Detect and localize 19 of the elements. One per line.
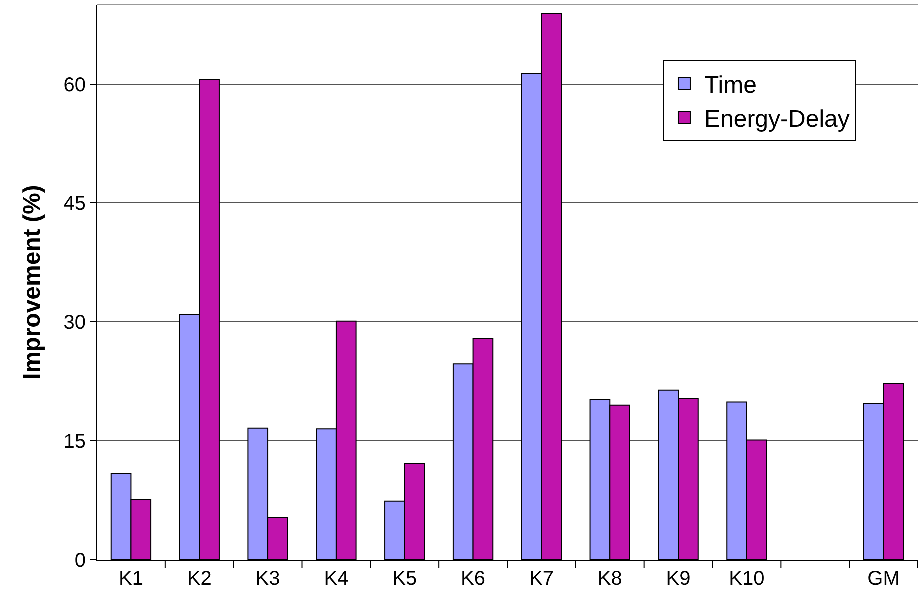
x-tick-label: K1 (118, 568, 144, 590)
x-tick-label: K8 (598, 568, 622, 590)
legend-label: Time (704, 72, 757, 99)
x-tick-label: K10 (729, 568, 765, 590)
y-axis-title: Improvement (%) (18, 185, 46, 380)
x-tick-label: K6 (461, 568, 486, 590)
x-tick-label: K5 (392, 568, 418, 590)
y-tick-label: 60 (64, 74, 86, 96)
x-tick-label: K3 (256, 568, 280, 590)
x-tick-label: K2 (187, 568, 212, 590)
y-tick-label: 0 (74, 550, 86, 572)
y-tick-label: 15 (64, 431, 86, 454)
x-tick-label: K7 (529, 568, 554, 590)
x-tick-label: K4 (324, 568, 349, 590)
y-tick-label: 30 (64, 312, 86, 334)
legend-label: Energy-Delay (704, 106, 850, 134)
x-tick-label: GM (868, 568, 900, 590)
x-tick-label: K9 (666, 568, 691, 590)
y-tick-label: 45 (64, 193, 86, 216)
